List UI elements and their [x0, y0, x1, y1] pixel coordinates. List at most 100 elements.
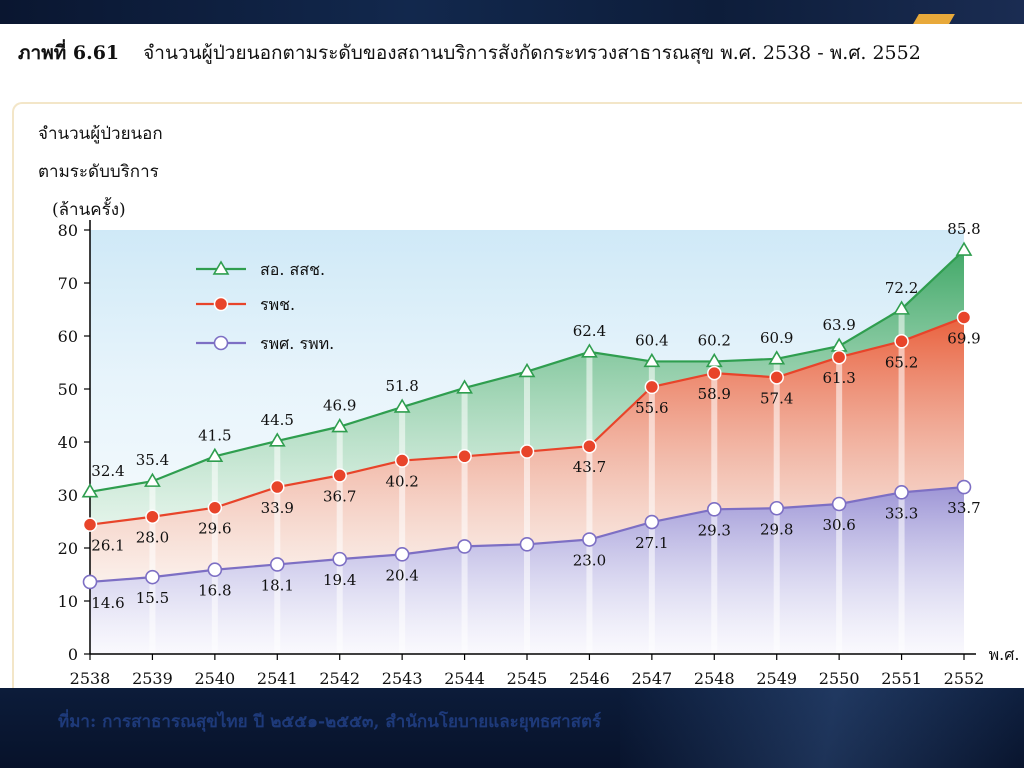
marker-rps-rpt — [769, 500, 785, 516]
x-tick-label: 2544 — [444, 669, 485, 688]
y-tick-label: 40 — [58, 433, 78, 452]
marker-so-ssch — [144, 472, 161, 487]
data-label-so-ssch: 60.4 — [635, 331, 668, 349]
marker-rpch — [831, 349, 847, 365]
y-axis-label-line-3: (ล้านครั้ง) — [52, 200, 126, 220]
marker-so-ssch — [955, 241, 973, 256]
marker-rpch — [82, 517, 98, 532]
marker-rps-rpt — [332, 551, 348, 567]
marker-rpch — [582, 438, 597, 454]
marker-so-ssch — [81, 483, 99, 498]
y-tick-label: 30 — [58, 486, 78, 505]
data-label-rpch: 57.4 — [760, 389, 793, 407]
figure-title-text: จำนวนผู้ป่วยนอกตามระดับของสถานบริการสังก… — [143, 42, 921, 64]
marker-rpch — [956, 310, 972, 325]
data-label-rpch: 28.0 — [136, 529, 169, 547]
data-label-so-ssch: 72.2 — [885, 279, 918, 297]
marker-so-ssch — [268, 432, 286, 447]
marker-rps-rpt — [82, 574, 98, 590]
marker-so-ssch — [581, 343, 598, 358]
x-tick-label: 2552 — [944, 669, 985, 688]
x-tick-label: 2549 — [756, 669, 797, 688]
x-tick-label: 2547 — [631, 669, 672, 688]
data-label-rpch: 26.1 — [91, 537, 124, 555]
marker-so-ssch — [331, 418, 349, 433]
data-label-so-ssch: 60.2 — [698, 331, 731, 349]
marker-rps-rpt — [145, 569, 160, 585]
marker-so-ssch — [643, 352, 661, 368]
data-label-rps-rpt: 33.7 — [947, 499, 980, 517]
area-band-rpch — [90, 317, 964, 582]
data-label-rpch: 55.6 — [635, 399, 668, 417]
legend-item-rpch-marker — [213, 296, 229, 312]
x-axis-label: พ.ศ. — [989, 645, 1020, 664]
marker-rpch — [894, 334, 909, 349]
y-tick-label: 0 — [68, 645, 78, 664]
data-label-rps-rpt: 29.3 — [698, 521, 731, 539]
x-tick-label: 2545 — [507, 669, 548, 688]
source-note: ที่มา: การสาธารณสุขไทย ปี ๒๕๕๑-๒๕๕๓, สำน… — [58, 712, 602, 732]
bottom-banner: ที่มา: การสาธารณสุขไทย ปี ๒๕๕๑-๒๕๕๓, สำน… — [0, 688, 1024, 768]
marker-rpch — [707, 365, 722, 381]
data-label-so-ssch: 35.4 — [136, 451, 169, 469]
data-label-so-ssch: 63.9 — [822, 316, 855, 334]
marker-so-ssch — [893, 300, 910, 315]
marker-rps-rpt — [207, 562, 223, 578]
x-tick-label: 2546 — [569, 669, 610, 688]
marker-rps-rpt — [457, 539, 472, 554]
legend-item-so-ssch-marker — [212, 260, 230, 275]
marker-rpch — [332, 468, 347, 483]
marker-so-ssch — [393, 398, 411, 413]
data-label-so-ssch: 62.4 — [573, 322, 606, 340]
data-label-rps-rpt: 14.6 — [91, 594, 124, 612]
y-tick-label: 10 — [58, 592, 78, 611]
data-label-rpch: 40.2 — [385, 473, 418, 491]
marker-rpch — [270, 479, 285, 495]
x-tick-label: 2539 — [132, 669, 173, 688]
marker-so-ssch — [206, 447, 224, 463]
y-tick-label: 50 — [58, 380, 78, 399]
data-label-so-ssch: 85.8 — [947, 220, 980, 238]
data-label-rps-rpt: 15.5 — [136, 589, 169, 607]
data-label-rpch: 29.6 — [198, 520, 231, 538]
data-label-so-ssch: 32.4 — [91, 462, 124, 480]
marker-rpch — [394, 453, 410, 468]
x-tick-label: 2550 — [819, 669, 860, 688]
marker-rpch — [769, 370, 784, 385]
legend-item-rps-rpt-label: รพศ. รพท. — [260, 334, 334, 353]
data-label-rpch: 33.9 — [261, 499, 294, 517]
data-label-rps-rpt: 23.0 — [573, 552, 606, 570]
marker-rps-rpt — [894, 485, 909, 500]
area-chart: 0 10 20 30 40 50 60 70 80 2538 2539 2540 2541 2542 254… — [58, 220, 1020, 688]
marker-rpch — [145, 509, 160, 524]
data-label-so-ssch: 46.9 — [323, 397, 356, 415]
y-axis-label-line-2: ตามระดับบริการ — [38, 162, 159, 182]
bottom-glow — [620, 688, 1024, 768]
marker-so-ssch — [768, 350, 786, 365]
marker-so-ssch — [518, 362, 536, 378]
marker-rps-rpt — [644, 514, 660, 530]
y-axis-label-line-1: จำนวนผู้ป่วยนอก — [38, 124, 163, 144]
marker-rpch — [519, 444, 535, 459]
x-tick-label: 2540 — [194, 669, 235, 688]
marker-rps-rpt — [394, 547, 410, 562]
data-label-rps-rpt: 29.8 — [760, 520, 793, 538]
figure-number: ภาพที่ 6.61 — [18, 42, 120, 64]
data-label-rpch: 43.7 — [573, 458, 606, 476]
x-tick-label: 2541 — [257, 669, 298, 688]
marker-rps-rpt — [956, 479, 972, 495]
data-label-rpch: 61.3 — [822, 369, 855, 387]
data-label-rps-rpt: 27.1 — [635, 534, 668, 552]
x-tick-label: 2551 — [881, 669, 922, 688]
marker-rpch — [207, 500, 223, 515]
data-label-rps-rpt: 30.6 — [822, 516, 855, 534]
data-label-so-ssch: 51.8 — [385, 377, 418, 395]
marker-rpch — [457, 449, 472, 464]
data-label-rps-rpt: 18.1 — [261, 576, 294, 594]
x-tick-label: 2538 — [70, 669, 111, 688]
data-label-rps-rpt: 33.3 — [885, 504, 918, 522]
marker-rps-rpt — [269, 557, 285, 572]
y-tick-label: 20 — [58, 539, 78, 558]
data-label-rps-rpt: 19.4 — [323, 571, 356, 589]
y-tick-label: 80 — [58, 221, 78, 240]
